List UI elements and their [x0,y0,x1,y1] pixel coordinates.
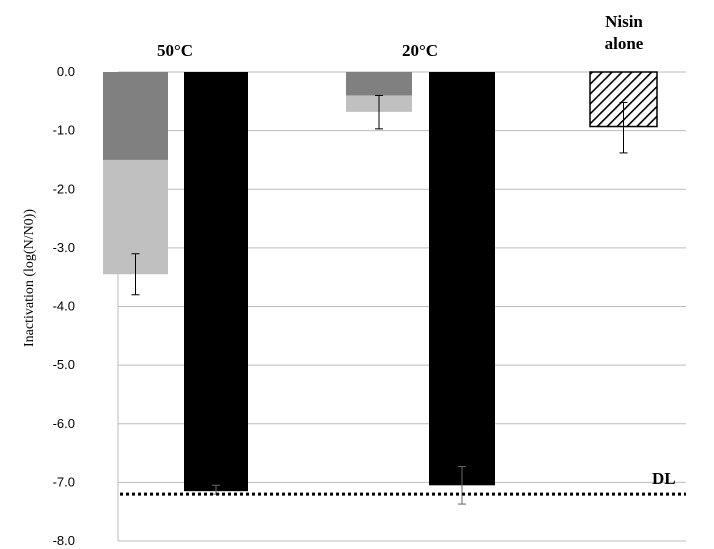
y-tick-label: -8.0 [53,533,75,548]
y-tick-label: -4.0 [53,299,75,314]
y-tick-label: -5.0 [53,357,75,372]
labels: 0.0 -1.0 -2.0 -3.0 -4.0 -5.0 -6.0 -7.0 -8.0 DL 50°… [53,12,676,548]
group-label-line: alone [605,34,644,53]
y-tick-label: -2.0 [53,181,75,196]
y-tick-label: -7.0 [53,474,75,489]
group-label-line: 50°C [157,41,193,60]
y-tick-label: -3.0 [53,240,75,255]
group-label: 20°C [402,41,438,60]
y-axis-title: Inactivation (log(N/N0)) [22,209,37,347]
bars [103,71,658,492]
bar-solid [429,72,495,486]
y-tick-label: -6.0 [53,416,75,431]
bar-segment-dark-gray [346,72,412,96]
y-tick-label: -1.0 [53,123,75,138]
group-label-line: 20°C [402,41,438,60]
bar-solid [184,72,248,492]
detection-limit-label: DL [652,469,676,488]
group-label: 50°C [157,41,193,60]
group-label-line: Nisin [605,12,643,31]
group-label: Nisin alone [605,12,644,53]
bar-segment-dark-gray [103,72,168,160]
y-tick-label: 0.0 [57,64,75,79]
